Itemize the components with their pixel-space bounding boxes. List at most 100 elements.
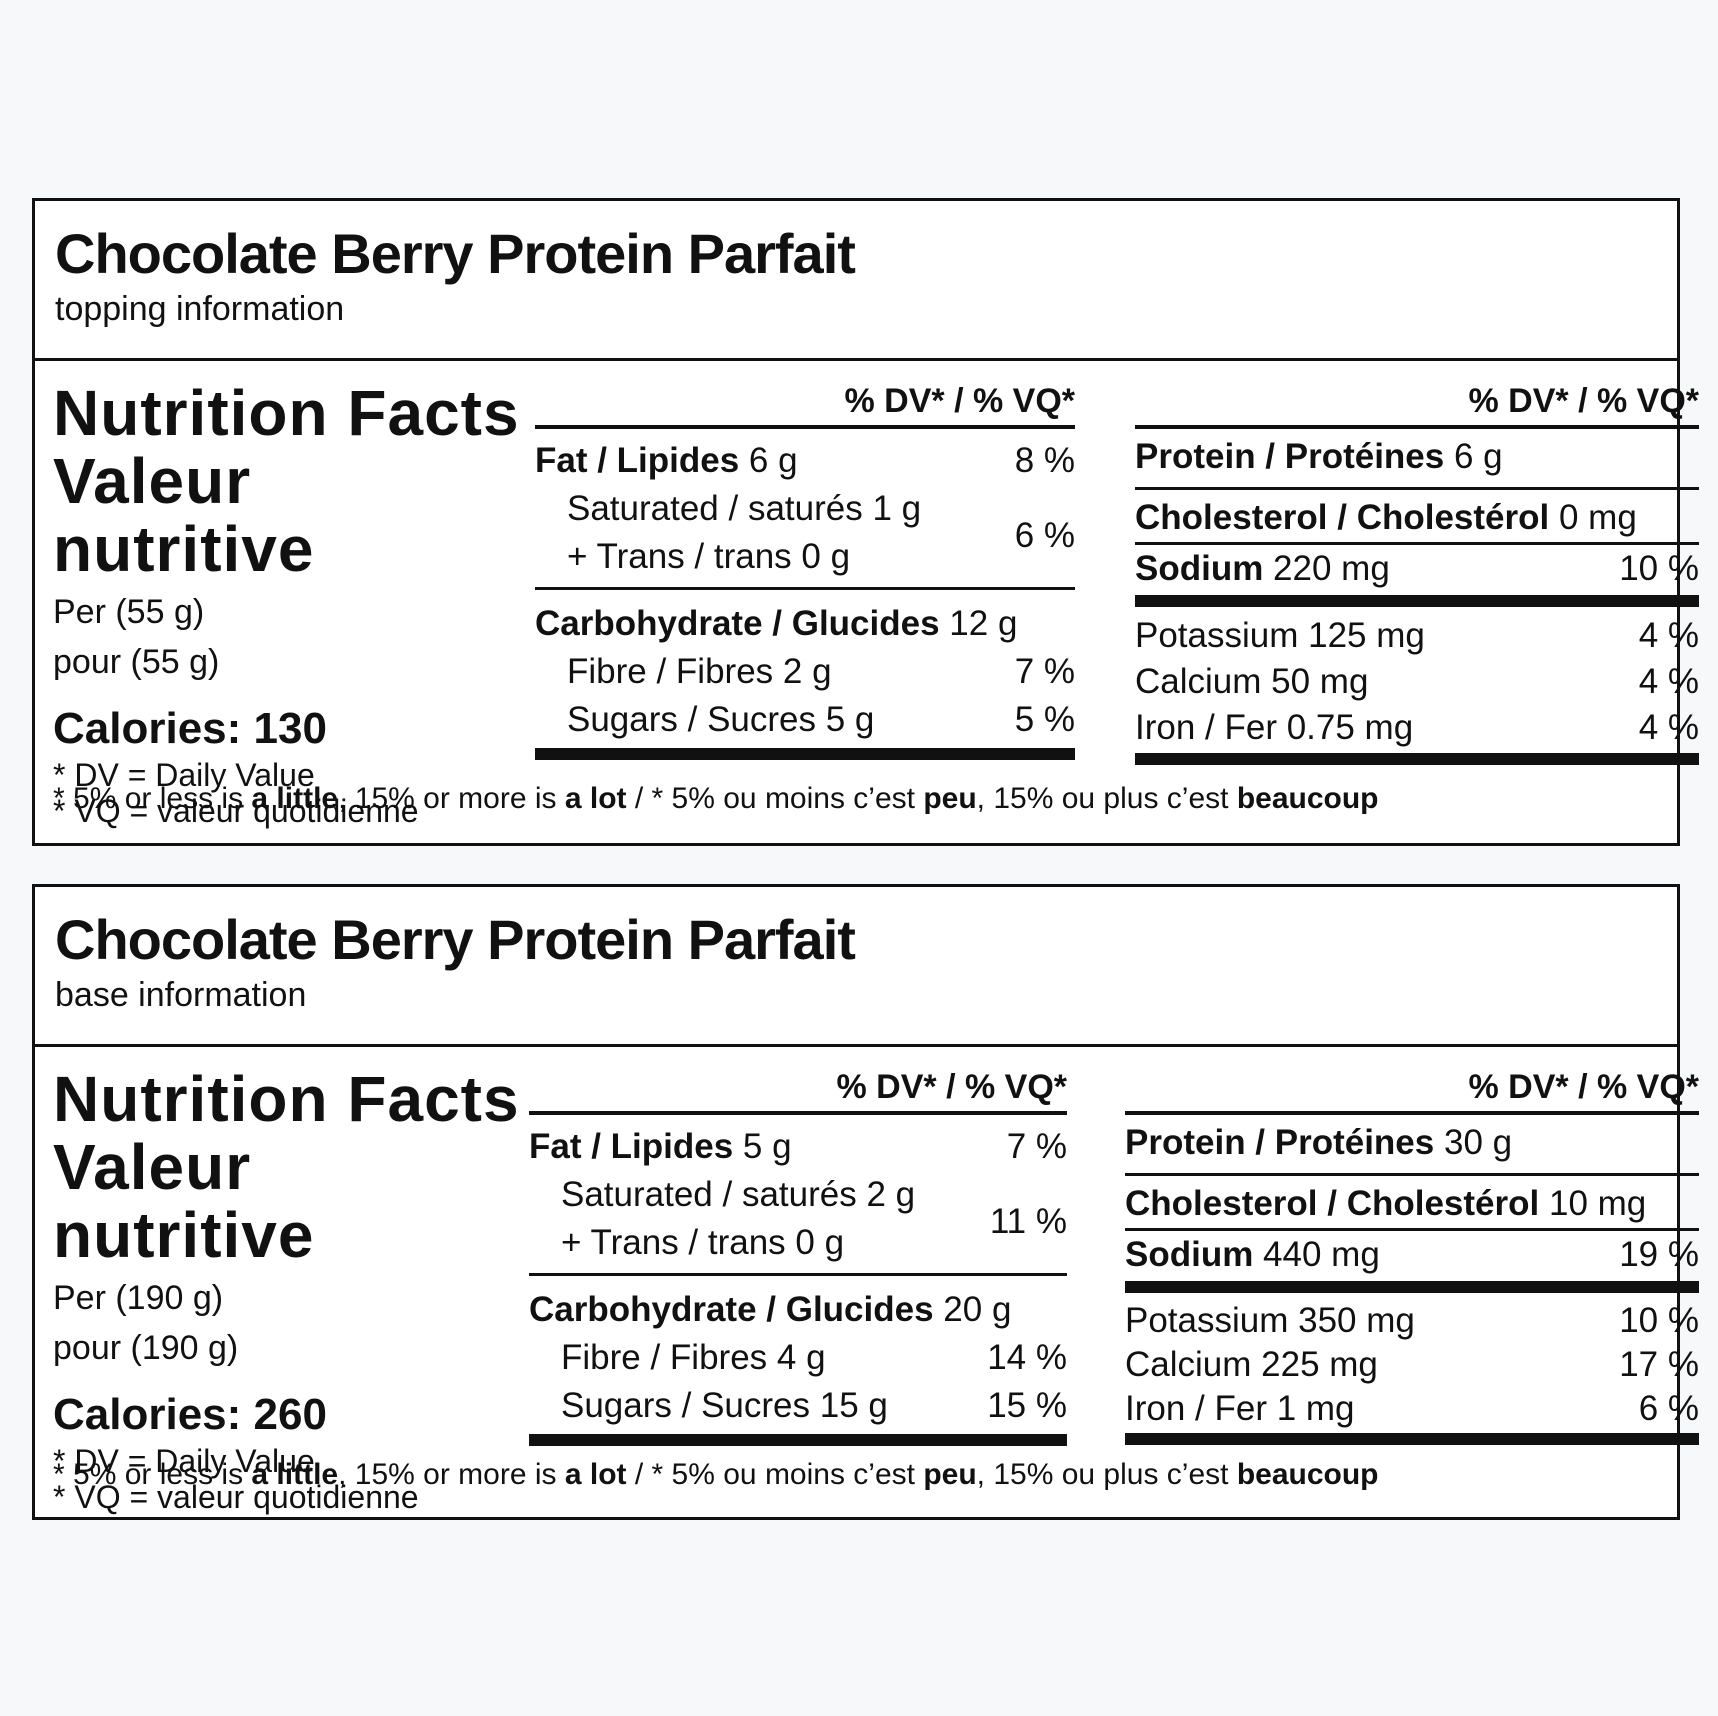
nutrient-column-right: % DV* / % VQ* Protein / Protéines 6 g Ch…: [1135, 381, 1699, 765]
sugars-label: Sugars / Sucres 15 g: [561, 1386, 888, 1425]
protein-amount: 30 g: [1434, 1123, 1513, 1162]
sodium-label: Sodium: [1125, 1235, 1254, 1274]
sodium-label: Sodium: [1135, 549, 1264, 588]
fibre-dv: 14 %: [987, 1338, 1067, 1377]
sugars-row: Sugars / Sucres 5 g 5 %: [535, 696, 1075, 760]
sat-trans-group: Saturated / saturés 2 g + Trans / trans …: [529, 1171, 1067, 1276]
dv-header: % DV* / % VQ*: [529, 1067, 1067, 1115]
fibre-label: Fibre / Fibres 2 g: [567, 652, 832, 691]
sodium-amount: 440 mg: [1253, 1235, 1380, 1274]
dv-footnote: * 5% or less is a little, 15% or more is…: [53, 782, 1379, 815]
cholesterol-row: Cholesterol / Cholestérol 0 mg: [1135, 494, 1699, 545]
nutrition-facts-summary: Nutrition Facts Valeur nutritive Per (55…: [53, 379, 523, 829]
nutrition-facts-summary: Nutrition Facts Valeur nutritive Per (19…: [53, 1065, 523, 1515]
fat-row: Fat / Lipides 6 g 8 %: [535, 437, 1075, 485]
protein-row: Protein / Protéines 30 g: [1125, 1119, 1699, 1176]
protein-label: Protein / Protéines: [1125, 1123, 1435, 1162]
dv-note: * DV = Daily Value: [53, 757, 315, 793]
potassium-label: Potassium 125 mg: [1135, 616, 1425, 655]
fat-amount: 5 g: [733, 1127, 792, 1166]
valeur-nutritive-heading: Valeur nutritive: [53, 1131, 315, 1271]
nutrition-label-base: Chocolate Berry Protein Parfait base inf…: [32, 884, 1699, 1520]
sugars-dv: 15 %: [987, 1386, 1067, 1425]
carb-amount: 20 g: [933, 1290, 1012, 1329]
protein-amount: 6 g: [1444, 437, 1503, 476]
nutrient-column-left: % DV* / % VQ* Fat / Lipides 5 g 7 % Satu…: [529, 1067, 1067, 1446]
carb-label: Carbohydrate / Glucides: [529, 1290, 934, 1329]
saturated-row: Saturated / saturés 2 g: [561, 1175, 916, 1214]
nutrition-label-topping: Chocolate Berry Protein Parfait topping …: [32, 198, 1699, 846]
product-title: Chocolate Berry Protein Parfait: [55, 222, 856, 285]
fat-label: Fat / Lipides: [529, 1127, 734, 1166]
fat-dv: 8 %: [1014, 441, 1075, 480]
sodium-row: Sodium 440 mg 19 %: [1125, 1231, 1699, 1293]
serving-size-en: Per (190 g): [53, 1279, 224, 1317]
calcium-label: Calcium 50 mg: [1135, 662, 1369, 701]
cholesterol-label: Cholesterol / Cholestérol: [1125, 1184, 1540, 1223]
dv-note: * DV = Daily Value: [53, 1443, 315, 1479]
fat-label: Fat / Lipides: [535, 441, 740, 480]
nutrition-facts-heading: Nutrition Facts: [53, 1063, 520, 1135]
serving-size-en: Per (55 g): [53, 593, 205, 631]
nutrient-column-left: % DV* / % VQ* Fat / Lipides 6 g 8 % Satu…: [535, 381, 1075, 760]
protein-label: Protein / Protéines: [1135, 437, 1445, 476]
fat-row: Fat / Lipides 5 g 7 %: [529, 1123, 1067, 1171]
fat-amount: 6 g: [739, 441, 798, 480]
fibre-row: Fibre / Fibres 2 g 7 %: [535, 648, 1075, 696]
product-subtitle: topping information: [55, 290, 345, 328]
nutrition-facts-body: Nutrition Facts Valeur nutritive Per (55…: [35, 361, 1699, 841]
sodium-dv: 19 %: [1619, 1235, 1699, 1274]
dv-header-right: % DV* / % VQ*: [1125, 1067, 1699, 1115]
cholesterol-amount: 10 mg: [1539, 1184, 1647, 1223]
calories: Calories: 260: [53, 1390, 327, 1439]
product-subtitle: base information: [55, 976, 307, 1014]
valeur-nutritive-heading: Valeur nutritive: [53, 445, 315, 585]
dv-header-right: % DV* / % VQ*: [1135, 381, 1699, 429]
calcium-row: Calcium 225 mg 17 %: [1125, 1343, 1699, 1387]
potassium-row: Potassium 125 mg 4 %: [1135, 613, 1699, 659]
fibre-label: Fibre / Fibres 4 g: [561, 1338, 826, 1377]
protein-row: Protein / Protéines 6 g: [1135, 433, 1699, 490]
fat-dv: 7 %: [1006, 1127, 1067, 1166]
iron-row: Iron / Fer 1 mg 6 %: [1125, 1387, 1699, 1445]
calories: Calories: 130: [53, 704, 327, 753]
product-title: Chocolate Berry Protein Parfait: [55, 908, 856, 971]
iron-label: Iron / Fer 0.75 mg: [1135, 708, 1414, 747]
serving-size-fr: pour (190 g): [53, 1329, 239, 1367]
sat-trans-dv: 6 %: [1014, 516, 1075, 555]
calcium-dv: 4 %: [1638, 662, 1699, 701]
trans-row: + Trans / trans 0 g: [567, 537, 851, 576]
cholesterol-row: Cholesterol / Cholestérol 10 mg: [1125, 1180, 1699, 1231]
fibre-dv: 7 %: [1014, 652, 1075, 691]
sugars-label: Sugars / Sucres 5 g: [567, 700, 875, 739]
serving-size-fr: pour (55 g): [53, 643, 220, 681]
potassium-dv: 10 %: [1619, 1301, 1699, 1340]
sugars-dv: 5 %: [1014, 700, 1075, 739]
sat-trans-dv: 11 %: [989, 1202, 1067, 1241]
label-header: Chocolate Berry Protein Parfait base inf…: [35, 887, 1677, 1047]
vq-note: * VQ = valeur quotidienne: [53, 1479, 419, 1515]
iron-dv: 6 %: [1638, 1389, 1699, 1428]
iron-label: Iron / Fer 1 mg: [1125, 1389, 1355, 1428]
potassium-label: Potassium 350 mg: [1125, 1301, 1415, 1340]
sodium-amount: 220 mg: [1263, 549, 1390, 588]
dv-footnote: * 5% or less is a little, 15% or more is…: [53, 1458, 1379, 1491]
carbohydrate-row: Carbohydrate / Glucides 12 g: [535, 600, 1075, 648]
iron-row: Iron / Fer 0.75 mg 4 %: [1135, 705, 1699, 765]
potassium-dv: 4 %: [1638, 616, 1699, 655]
cholesterol-amount: 0 mg: [1549, 498, 1637, 537]
potassium-row: Potassium 350 mg 10 %: [1125, 1299, 1699, 1343]
nutrient-column-right: % DV* / % VQ* Protein / Protéines 30 g C…: [1125, 1067, 1699, 1445]
dv-header: % DV* / % VQ*: [535, 381, 1075, 429]
calcium-row: Calcium 50 mg 4 %: [1135, 659, 1699, 705]
vq-note: * VQ = valeur quotidienne: [53, 793, 419, 829]
nutrition-facts-body: Nutrition Facts Valeur nutritive Per (19…: [35, 1047, 1699, 1517]
trans-row: + Trans / trans 0 g: [561, 1223, 845, 1262]
saturated-row: Saturated / saturés 1 g: [567, 489, 922, 528]
calcium-label: Calcium 225 mg: [1125, 1345, 1378, 1384]
sat-trans-group: Saturated / saturés 1 g + Trans / trans …: [535, 485, 1075, 590]
sodium-dv: 10 %: [1619, 549, 1699, 588]
carbohydrate-row: Carbohydrate / Glucides 20 g: [529, 1286, 1067, 1334]
sugars-row: Sugars / Sucres 15 g 15 %: [529, 1382, 1067, 1446]
calcium-dv: 17 %: [1619, 1345, 1699, 1384]
